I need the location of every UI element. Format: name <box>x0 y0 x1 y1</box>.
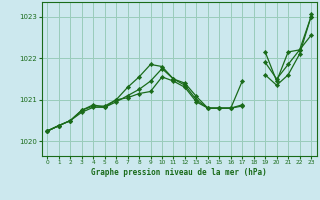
X-axis label: Graphe pression niveau de la mer (hPa): Graphe pression niveau de la mer (hPa) <box>91 168 267 177</box>
